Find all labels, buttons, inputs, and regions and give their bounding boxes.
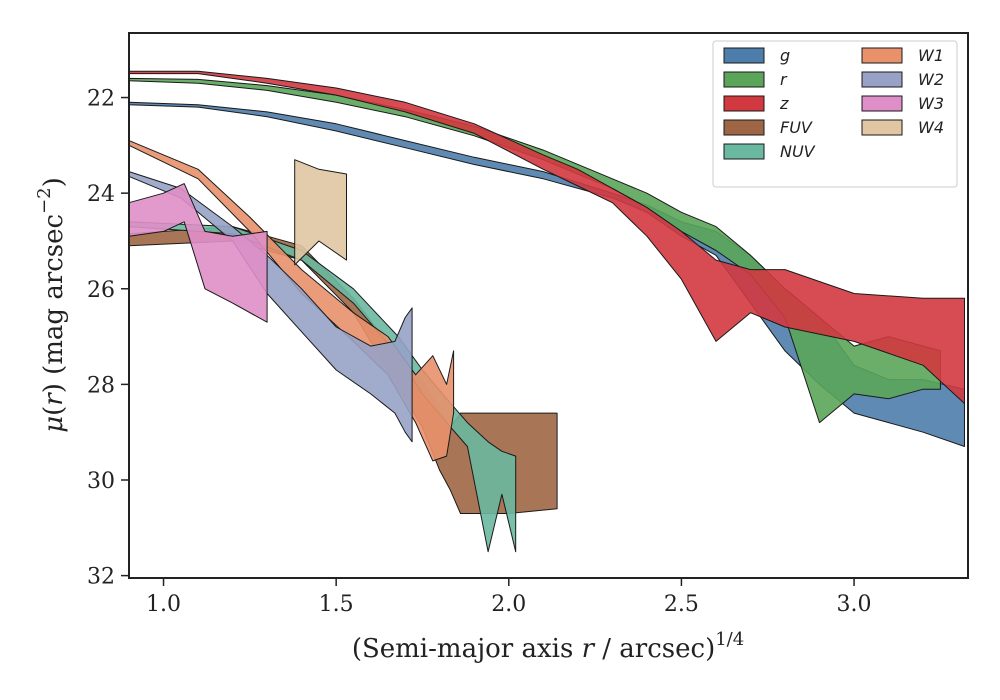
band-z xyxy=(128,70,965,404)
y-axis-ticks: 22 24 26 28 30 32 xyxy=(87,87,129,590)
legend-swatch-w2 xyxy=(861,71,903,88)
band-w4 xyxy=(294,159,347,266)
band-w3 xyxy=(128,183,268,323)
legend-label-w4: W4 xyxy=(918,118,944,137)
x-axis-ticks: 1.0 1.5 2.0 2.5 3.0 xyxy=(146,578,872,617)
y-tick-label: 22 xyxy=(87,87,115,112)
legend-swatch-g xyxy=(723,47,765,64)
legend-swatch-w4 xyxy=(861,119,903,136)
legend-swatch-z xyxy=(723,95,765,112)
x-tick-label: 1.5 xyxy=(319,592,354,617)
legend-label-w3: W3 xyxy=(918,94,944,113)
legend: grz FUV NUV W1 W2 W3 W4 xyxy=(712,40,958,188)
legend-swatch-nuv xyxy=(723,143,765,160)
y-tick-label: 24 xyxy=(87,182,115,207)
legend-label-r: r xyxy=(780,70,788,89)
band-g xyxy=(128,101,965,447)
legend-label-fuv: FUV xyxy=(780,118,813,137)
legend-swatch-fuv xyxy=(723,119,765,136)
y-tick-label: 30 xyxy=(87,469,115,494)
legend-label-w1: W1 xyxy=(918,46,944,65)
x-tick-label: 3.0 xyxy=(837,592,872,617)
y-tick-label: 26 xyxy=(87,278,115,303)
legend-label-g: g xyxy=(780,46,790,65)
legend-swatch-w1 xyxy=(861,47,903,64)
plot-frame xyxy=(128,32,969,579)
y-tick-label: 28 xyxy=(87,373,115,398)
legend-swatch-w3 xyxy=(861,95,903,112)
legend-swatch-r xyxy=(723,71,765,88)
x-tick-label: 2.5 xyxy=(664,592,699,617)
band-r xyxy=(128,77,941,424)
x-tick-label: 1.0 xyxy=(146,592,181,617)
legend-label-nuv: NUV xyxy=(780,142,816,161)
x-tick-label: 2.0 xyxy=(491,592,526,617)
band-nuv xyxy=(128,221,517,553)
profile-bands xyxy=(128,70,965,553)
x-axis-label: (Semi-major axis r / arcsec)1/4 xyxy=(352,629,744,664)
y-axis-label: μ(r) (mag arcsec−2) xyxy=(34,177,69,433)
legend-label-w2: W2 xyxy=(918,70,944,89)
legend-label-z: z xyxy=(779,94,789,113)
y-tick-label: 32 xyxy=(87,565,115,590)
